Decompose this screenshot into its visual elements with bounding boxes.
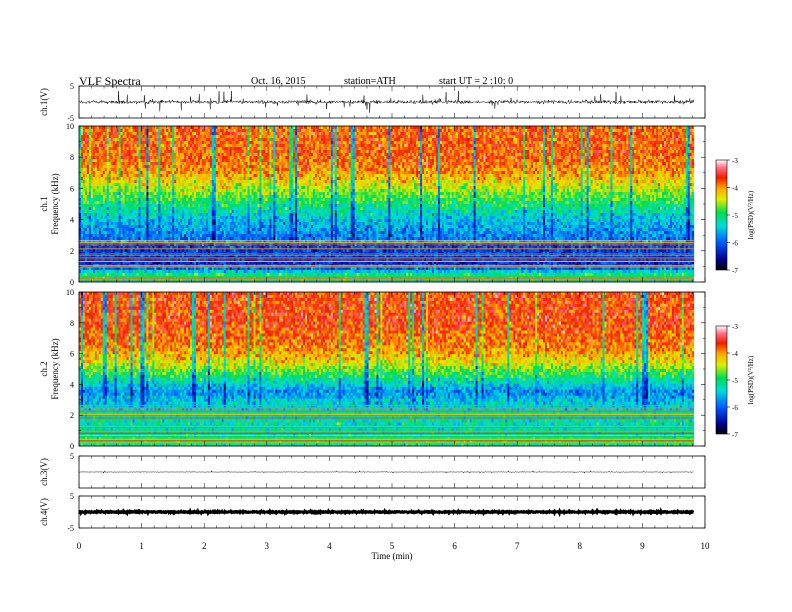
spectrogram-1 (79, 126, 694, 282)
waveform-trace-0 (79, 91, 694, 113)
y-tick-label: 5 (70, 82, 74, 91)
panel-ylabel: ch.1(V) (39, 88, 49, 116)
